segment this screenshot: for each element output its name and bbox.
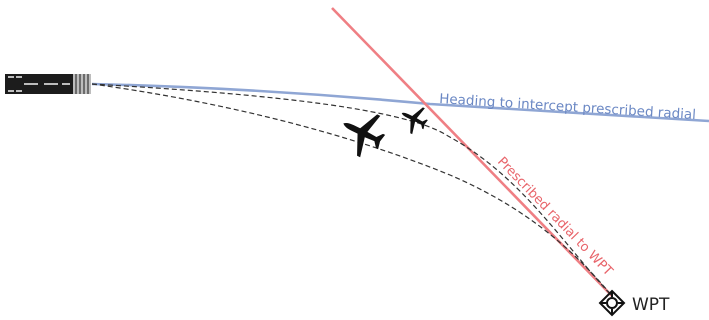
heading-line [91, 82, 709, 123]
large-aircraft-icon [343, 114, 386, 158]
outer-track [91, 83, 613, 297]
radial-line [331, 7, 613, 297]
waypoint-diamond-icon [598, 289, 626, 317]
radial-label: Prescribed radial to WPT [494, 154, 615, 279]
inner-track [91, 83, 613, 297]
waypoint-label: WPT [632, 295, 670, 315]
heading-label: Heading to intercept prescribed radial [439, 91, 697, 123]
runway-icon [5, 74, 91, 94]
small-aircraft-icon [401, 107, 428, 135]
